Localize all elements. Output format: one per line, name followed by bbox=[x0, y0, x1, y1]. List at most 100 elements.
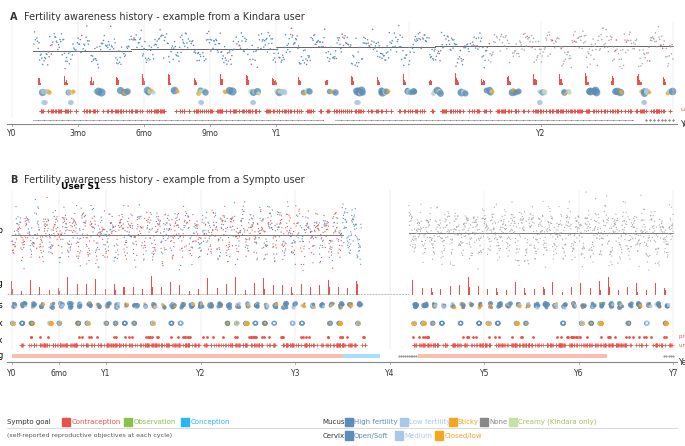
Text: None: None bbox=[490, 419, 508, 425]
Point bbox=[621, 341, 632, 348]
Point bbox=[635, 240, 646, 247]
Point bbox=[436, 229, 447, 236]
Point bbox=[340, 205, 351, 212]
Point bbox=[438, 301, 449, 309]
Point bbox=[275, 117, 286, 124]
Point bbox=[535, 117, 546, 124]
Point bbox=[488, 225, 499, 232]
Point bbox=[303, 107, 314, 115]
Point bbox=[203, 303, 214, 310]
Point bbox=[71, 202, 82, 209]
Point bbox=[634, 302, 645, 310]
Point bbox=[147, 256, 158, 264]
Point bbox=[508, 217, 519, 224]
Point bbox=[221, 117, 232, 124]
Point bbox=[258, 256, 269, 263]
Point bbox=[273, 223, 284, 231]
Point bbox=[485, 301, 496, 309]
Point bbox=[437, 320, 448, 327]
Point bbox=[132, 117, 142, 124]
Point bbox=[509, 341, 520, 348]
Point bbox=[352, 117, 363, 124]
Point bbox=[63, 50, 74, 57]
Point bbox=[164, 225, 175, 232]
Point bbox=[591, 235, 602, 242]
Point bbox=[347, 341, 358, 348]
Point bbox=[334, 228, 345, 235]
Point bbox=[562, 334, 573, 341]
Point bbox=[434, 57, 445, 64]
Point bbox=[135, 341, 146, 348]
Point bbox=[91, 334, 102, 341]
Point bbox=[250, 232, 261, 240]
Point bbox=[532, 52, 543, 59]
Point bbox=[471, 222, 482, 229]
Point bbox=[426, 236, 437, 243]
Point bbox=[451, 107, 462, 115]
Point bbox=[447, 107, 458, 115]
Point bbox=[307, 302, 318, 310]
Point bbox=[170, 219, 181, 226]
Point bbox=[662, 253, 673, 260]
Point bbox=[216, 117, 227, 124]
Point bbox=[218, 226, 229, 233]
Point bbox=[223, 258, 234, 265]
Point bbox=[261, 107, 272, 115]
Point bbox=[549, 229, 560, 236]
Point bbox=[615, 341, 626, 348]
Point bbox=[216, 107, 227, 115]
Text: Y4: Y4 bbox=[385, 369, 395, 378]
Point bbox=[303, 215, 314, 222]
Point bbox=[116, 216, 127, 223]
Point bbox=[408, 243, 419, 250]
Point bbox=[175, 117, 186, 124]
Point bbox=[458, 226, 469, 233]
Point bbox=[478, 232, 489, 240]
Point bbox=[315, 301, 326, 308]
Point bbox=[187, 244, 198, 251]
Point bbox=[432, 204, 443, 211]
Point bbox=[251, 300, 262, 307]
Point bbox=[225, 215, 236, 222]
Point bbox=[168, 117, 179, 124]
Point bbox=[45, 239, 55, 246]
Point bbox=[603, 117, 614, 124]
Point bbox=[295, 244, 306, 252]
Point bbox=[562, 51, 573, 58]
Point bbox=[581, 228, 592, 235]
Point bbox=[55, 302, 66, 309]
Point bbox=[171, 222, 182, 229]
Point bbox=[418, 242, 429, 249]
Text: Y5: Y5 bbox=[479, 369, 489, 378]
Point bbox=[274, 233, 285, 240]
Point bbox=[475, 341, 486, 348]
Point bbox=[206, 300, 216, 307]
Point bbox=[634, 300, 645, 307]
Point bbox=[16, 320, 27, 327]
Point bbox=[306, 117, 317, 124]
Point bbox=[132, 252, 142, 259]
Point bbox=[365, 117, 376, 124]
Point bbox=[653, 107, 664, 115]
Point bbox=[556, 211, 566, 218]
Point bbox=[627, 117, 638, 124]
Point bbox=[331, 209, 342, 216]
Point bbox=[147, 244, 158, 251]
Point bbox=[60, 224, 71, 231]
Point bbox=[163, 227, 174, 234]
Point bbox=[413, 233, 424, 240]
Point bbox=[167, 302, 178, 310]
Point bbox=[45, 244, 56, 252]
Point bbox=[551, 117, 562, 124]
Point bbox=[260, 235, 271, 243]
Point bbox=[567, 303, 578, 310]
Point bbox=[564, 198, 575, 206]
Point bbox=[577, 45, 588, 52]
Point bbox=[92, 244, 103, 251]
Point bbox=[42, 215, 53, 223]
Point bbox=[453, 227, 464, 234]
Point bbox=[340, 224, 351, 231]
Point bbox=[417, 107, 428, 115]
Point bbox=[75, 49, 86, 56]
Point bbox=[36, 51, 47, 58]
